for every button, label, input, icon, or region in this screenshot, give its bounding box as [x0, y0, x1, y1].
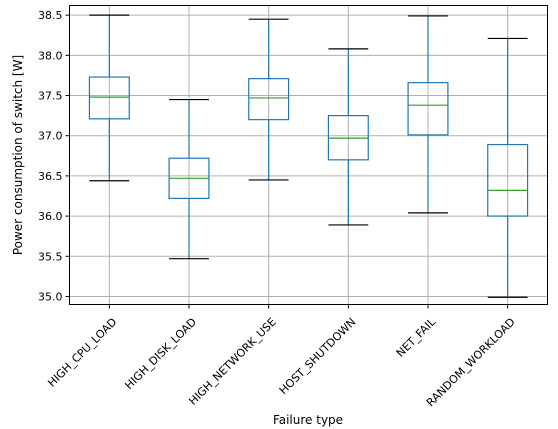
x-tick-label: HIGH_DISK_LOAD	[122, 315, 199, 392]
x-axis: HIGH_CPU_LOAD HIGH_DISK_LOADHIGH_NETWORK_…	[45, 304, 518, 409]
y-tick-label: 38.5	[38, 9, 63, 22]
x-tick-label: HOST_SHUTDOWN	[277, 315, 359, 397]
box-host-shutdown	[327, 48, 369, 226]
box-iqr	[248, 78, 290, 121]
x-axis-label: Failure type	[273, 413, 343, 427]
box-random-workload	[487, 37, 529, 298]
y-tick-label: 35.5	[38, 250, 63, 263]
box-high-network-use	[248, 18, 290, 181]
box-iqr	[487, 143, 529, 217]
box-iqr	[407, 82, 449, 136]
y-axis: 35.0 35.5 36.0 36.5 37.0 37.5 38.0 38.5	[38, 9, 70, 303]
box-series	[88, 14, 529, 298]
x-tick-label: HIGH_NETWORK_USE	[186, 315, 278, 407]
y-tick-label: 36.0	[38, 210, 63, 223]
x-tick-label: HIGH_CPU_LOAD	[45, 315, 119, 389]
y-axis-label: Power consumption of switch [W]	[11, 55, 25, 255]
y-tick-label: 38.0	[38, 49, 63, 62]
y-tick-label: 37.5	[38, 90, 63, 103]
box-high-disk-load	[168, 98, 210, 260]
x-tick-label: RANDOM_WORKLOAD	[424, 315, 518, 409]
box-net-fail	[407, 15, 449, 214]
y-tick-label: 37.0	[38, 130, 63, 143]
x-tick-label: NET_FAIL	[394, 315, 439, 360]
plot-frame	[69, 5, 548, 305]
box-iqr	[88, 76, 130, 120]
grid-lines	[69, 5, 548, 305]
y-tick-label: 35.0	[38, 290, 63, 303]
y-tick-label: 36.5	[38, 170, 63, 183]
box-high-cpu-load	[88, 14, 130, 182]
